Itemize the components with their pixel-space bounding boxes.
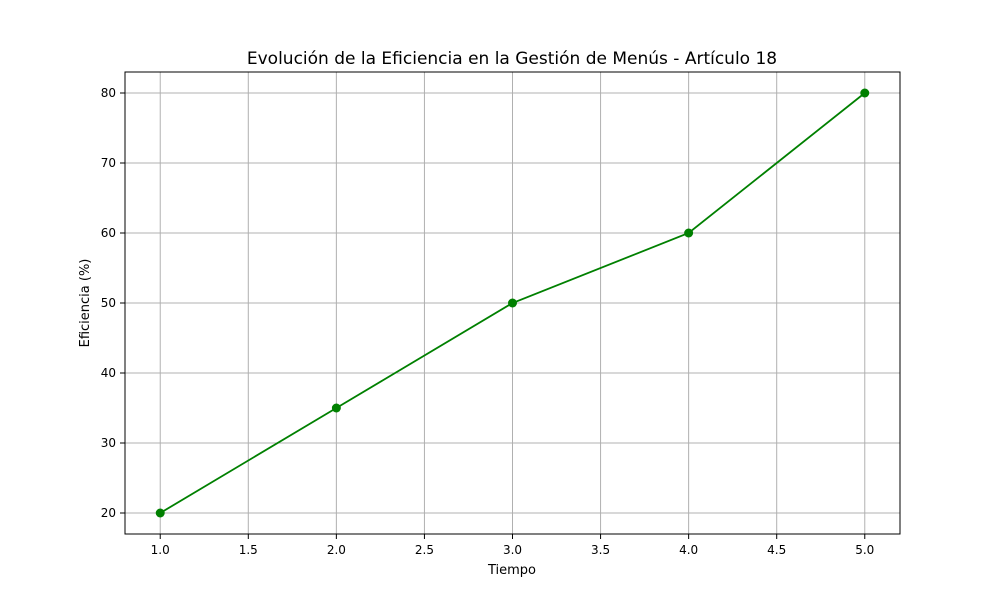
x-tick-label: 1.0: [151, 543, 170, 557]
x-tick-label: 4.5: [767, 543, 786, 557]
data-point: [155, 508, 165, 518]
x-tick-label: 2.5: [415, 543, 434, 557]
y-tick-label: 80: [101, 86, 116, 100]
y-tick-label: 60: [101, 226, 116, 240]
plot-frame: [124, 71, 901, 535]
x-axis-label: Tiempo: [487, 563, 536, 578]
y-tick-label: 20: [101, 506, 116, 520]
y-tick-label: 30: [101, 436, 116, 450]
x-tick-label: 3.5: [591, 543, 610, 557]
y-tick-label: 70: [101, 156, 116, 170]
data-point: [508, 298, 517, 308]
x-tick-label: 3.0: [503, 543, 522, 557]
data-point: [331, 403, 341, 413]
x-tick-label: 4.0: [679, 543, 698, 557]
chart-title: Evolución de la Eficiencia en la Gestión…: [247, 49, 777, 69]
x-tick-label: 1.5: [239, 543, 258, 557]
data-point: [684, 228, 694, 238]
series-layer: [155, 88, 870, 518]
y-tick-label: 50: [101, 296, 116, 310]
y-axis-label: Eficiencia (%): [78, 259, 93, 348]
x-tick-label: 5.0: [855, 543, 874, 557]
data-point: [860, 88, 870, 98]
y-tick-label: 40: [101, 366, 116, 380]
x-tick-label: 2.0: [327, 543, 346, 557]
axis-ticks: 1.0 1.5 2.0 2.5 3.0 3.5 4.0 4.5 5.0 20 30 40 50 60 70 8…: [101, 86, 875, 557]
